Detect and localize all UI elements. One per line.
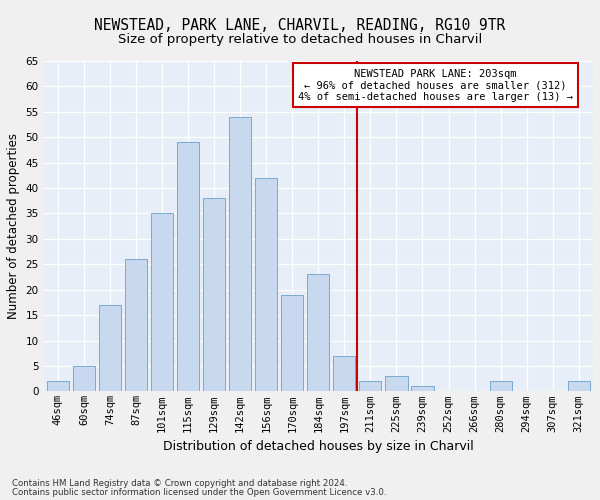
Bar [73,366,95,392]
Bar [307,274,329,392]
Bar [125,259,147,392]
Text: NEWSTEAD PARK LANE: 203sqm
← 96% of detached houses are smaller (312)
4% of semi: NEWSTEAD PARK LANE: 203sqm ← 96% of deta… [298,68,573,102]
Bar [203,198,225,392]
Bar [385,376,407,392]
Text: Contains public sector information licensed under the Open Government Licence v3: Contains public sector information licen… [12,488,386,497]
Bar [177,142,199,392]
Text: NEWSTEAD, PARK LANE, CHARVIL, READING, RG10 9TR: NEWSTEAD, PARK LANE, CHARVIL, READING, R… [94,18,506,32]
Bar [490,382,512,392]
Bar [359,382,382,392]
Bar [255,178,277,392]
Bar [151,214,173,392]
Text: Contains HM Land Registry data © Crown copyright and database right 2024.: Contains HM Land Registry data © Crown c… [12,478,347,488]
Bar [229,117,251,392]
Text: Size of property relative to detached houses in Charvil: Size of property relative to detached ho… [118,32,482,46]
X-axis label: Distribution of detached houses by size in Charvil: Distribution of detached houses by size … [163,440,474,453]
Bar [47,382,69,392]
Bar [568,382,590,392]
Bar [412,386,434,392]
Bar [281,295,304,392]
Bar [334,356,355,392]
Bar [99,305,121,392]
Y-axis label: Number of detached properties: Number of detached properties [7,133,20,319]
